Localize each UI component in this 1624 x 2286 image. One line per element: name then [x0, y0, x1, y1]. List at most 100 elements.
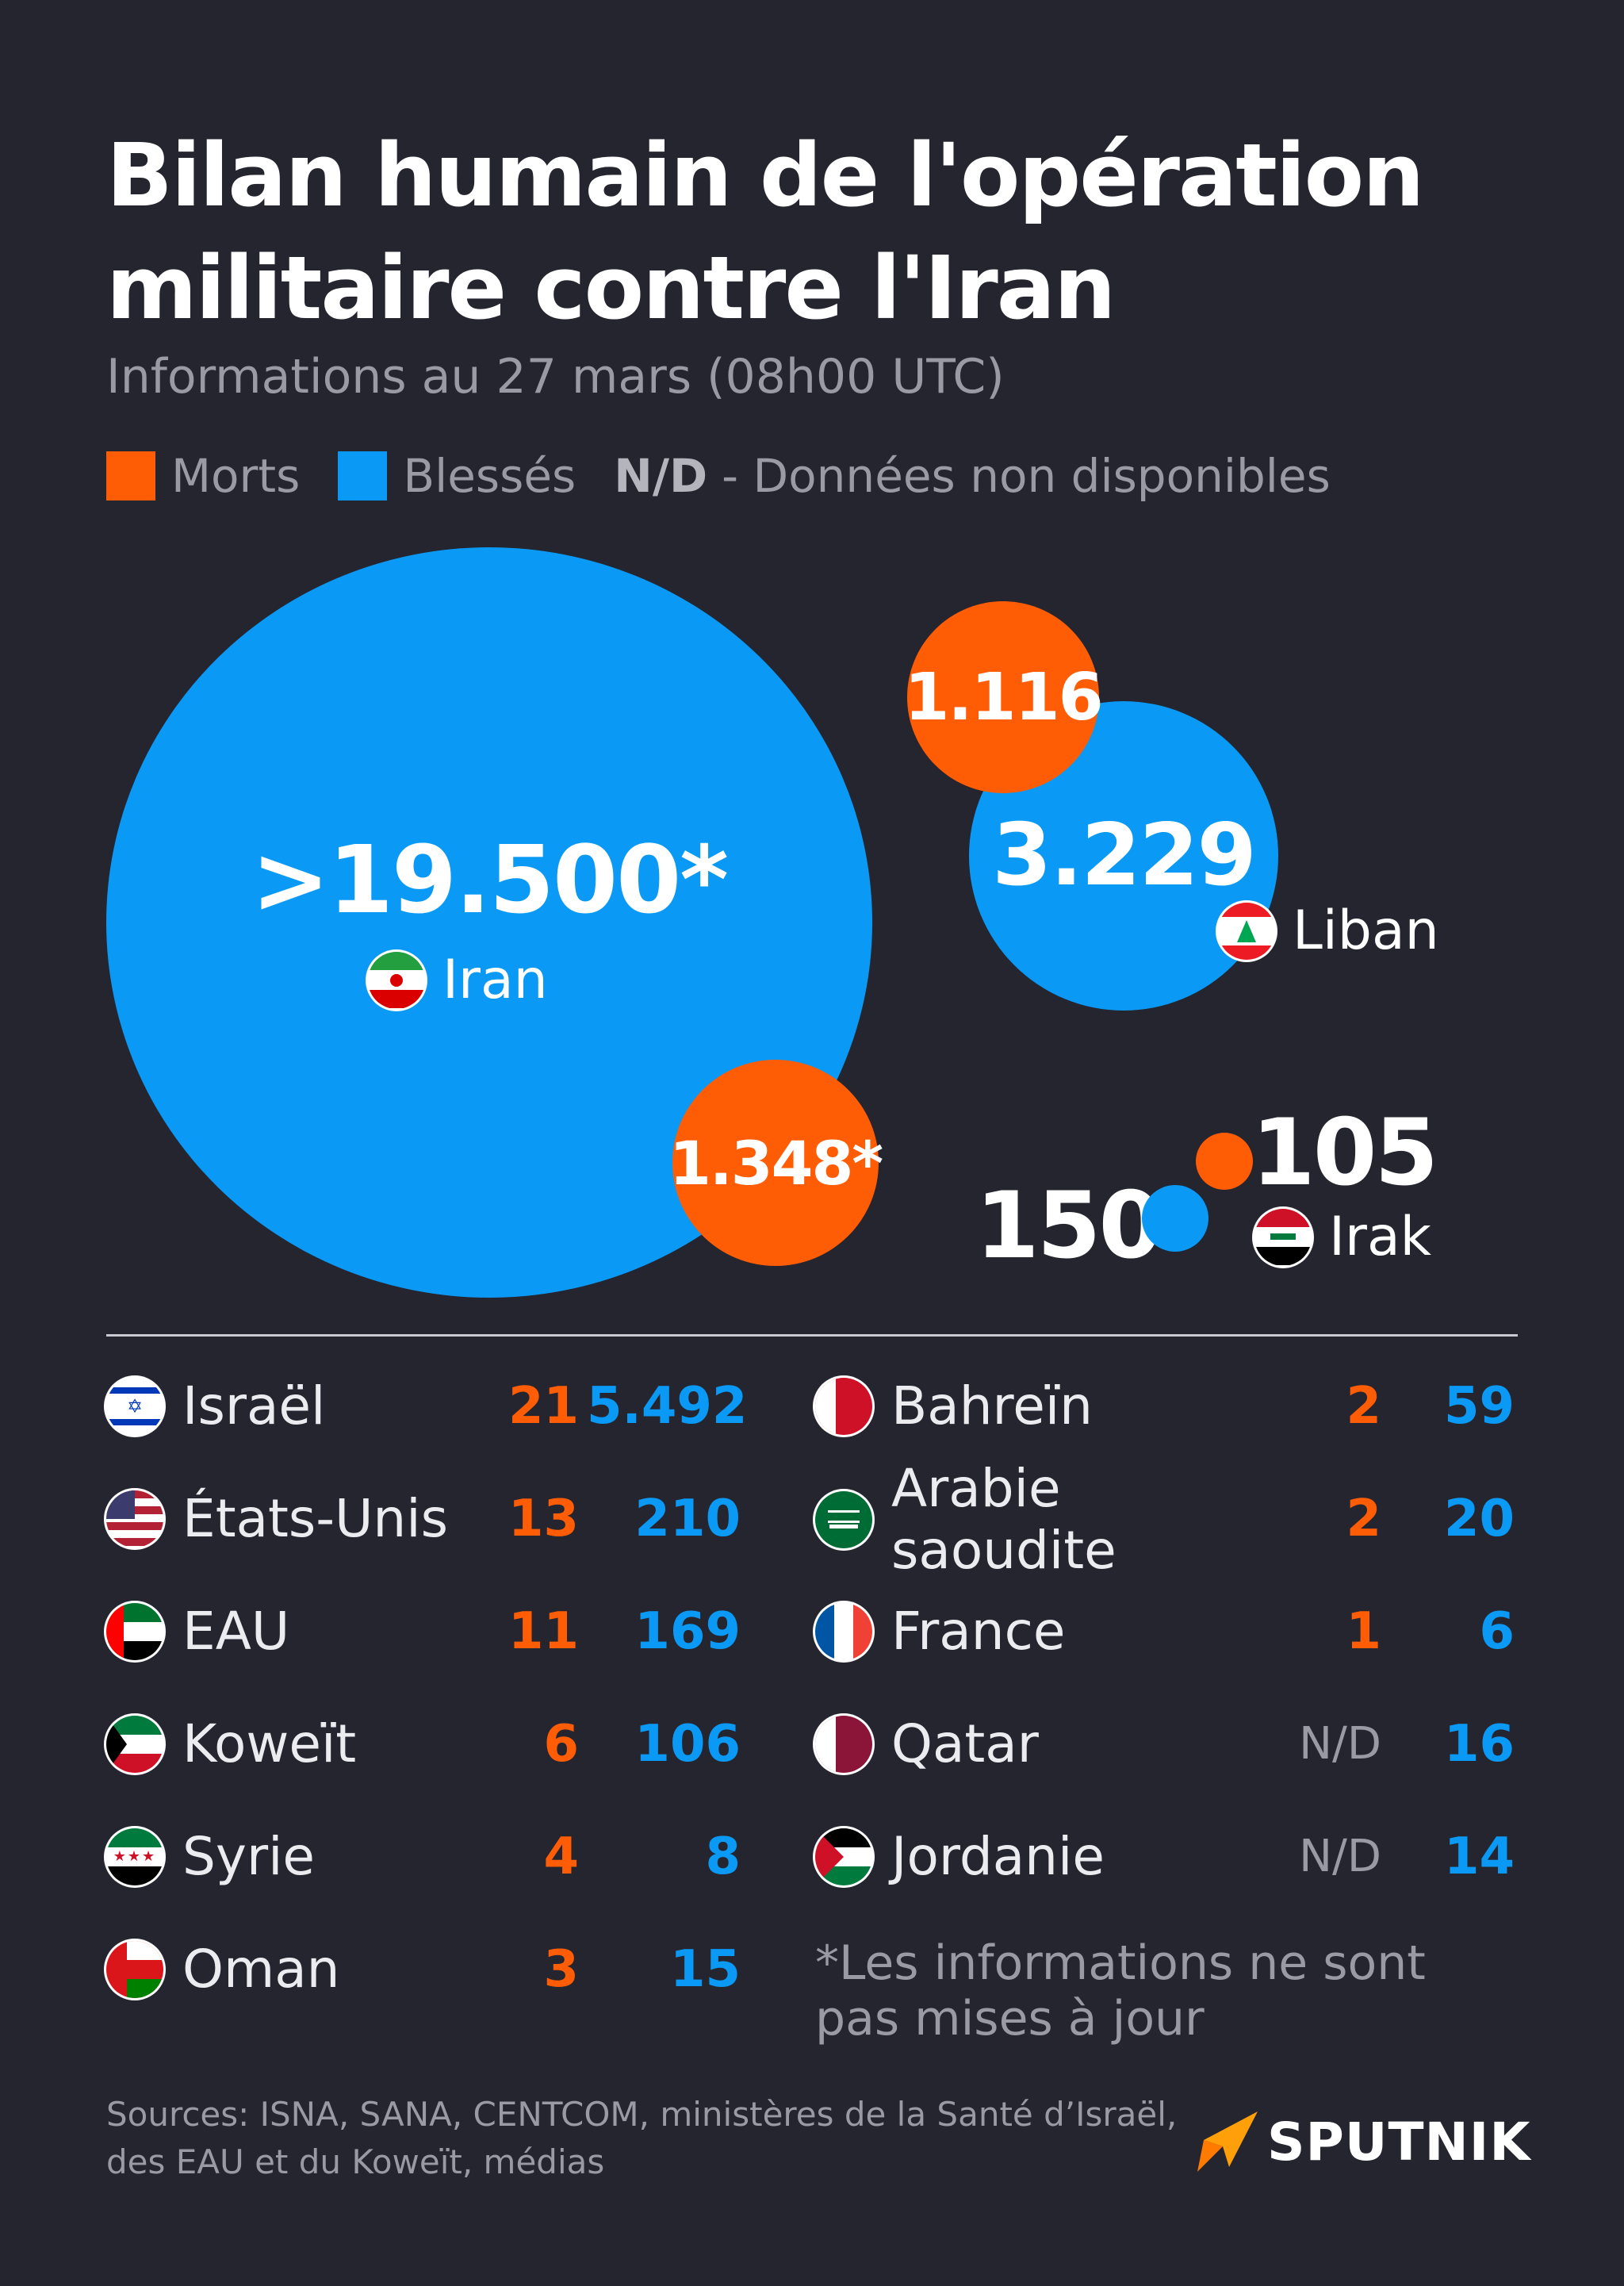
table-row: France [815, 1596, 1065, 1667]
dead-value: 1 [1346, 1602, 1381, 1661]
liban-dead-bubble: 1.116 [904, 601, 1104, 793]
country-name: Bahreïn [891, 1375, 1094, 1436]
dead-value: 4 [543, 1828, 579, 1886]
legend: Morts Blessés N/D - Données non disponib… [106, 446, 1369, 506]
liban-country-name: Liban [1293, 899, 1439, 962]
injured-value: 59 [1443, 1377, 1515, 1436]
dead-value: 21 [508, 1377, 579, 1436]
dead-value: 13 [508, 1490, 579, 1548]
injured-value: 14 [1443, 1828, 1515, 1886]
irak-dead-bubble [1196, 1133, 1253, 1190]
legend-injured: Blessés [338, 449, 576, 503]
iran-label: Iran [368, 949, 548, 1011]
legend-dead-label: Morts [171, 449, 301, 503]
liban-dead-value: 1.116 [904, 659, 1103, 735]
table-row: Bahreïn [815, 1371, 1093, 1442]
country-name: Oman [182, 1939, 340, 2000]
lebanon-flag-icon [1218, 902, 1275, 960]
legend-dead: Morts [106, 449, 300, 503]
table-row: ✡ Israël [106, 1371, 325, 1442]
iran-dead-value: 1.348* [668, 1127, 883, 1199]
subtitle: Informations au 27 mars (08h00 UTC) [106, 349, 1005, 405]
country-name: Jordanie [891, 1826, 1105, 1887]
injured-value: 210 [634, 1490, 741, 1548]
table-row: États-Unis [106, 1483, 448, 1555]
injured-swatch [338, 451, 388, 501]
country-name: EAU [182, 1601, 290, 1662]
injured-value: 8 [705, 1828, 741, 1886]
table-row: ★★★ Syrie [106, 1821, 315, 1893]
sputnik-arrow-icon [1197, 2111, 1258, 2172]
country-name: Koweït [182, 1713, 357, 1774]
sputnik-logo: SPUTNIK [1196, 2110, 1530, 2173]
legend-nd-abbr: N/D [614, 449, 708, 503]
country-name-multiline: Arabie saoudite [891, 1458, 1116, 1582]
table-row: Jordanie [815, 1821, 1105, 1893]
injured-value: 15 [669, 1940, 741, 1999]
bahrain-flag-icon [815, 1378, 872, 1435]
saudi-flag-icon [815, 1491, 872, 1548]
dead-value: 2 [1346, 1377, 1381, 1436]
oman-flag-icon [106, 1941, 163, 1998]
legend-nd: N/D - Données non disponibles [614, 449, 1331, 503]
iran-country-name: Iran [442, 949, 548, 1011]
injured-value: 20 [1443, 1490, 1515, 1548]
country-name-line-1: Arabie [891, 1458, 1061, 1519]
liban-label: Liban [1218, 899, 1439, 962]
iran-injured-value: >19.500* [251, 825, 729, 934]
irak-country-name: Irak [1329, 1206, 1432, 1268]
country-name: France [891, 1601, 1066, 1662]
footnote-line-2: pas mises à jour [815, 1991, 1205, 2046]
kuwait-flag-icon [106, 1716, 163, 1773]
table-row: EAU [106, 1596, 289, 1667]
country-name: Qatar [891, 1713, 1039, 1774]
legend-injured-label: Blessés [403, 449, 576, 503]
injured-value: 6 [1479, 1602, 1515, 1661]
sources: Sources: ISNA, SANA, CENTCOM, ministères… [106, 2091, 1177, 2186]
usa-flag-icon [106, 1490, 163, 1548]
france-flag-icon [815, 1603, 872, 1660]
dead-value: 3 [543, 1940, 579, 1999]
qatar-flag-icon [815, 1716, 872, 1773]
irak-injured-bubble [1142, 1185, 1208, 1252]
table-row: Koweït [106, 1709, 356, 1780]
page-title: Bilan humain de l'opération militaire co… [106, 119, 1534, 344]
footnote: *Les informations ne sont pas mises à jo… [815, 1935, 1465, 2046]
injured-value: 169 [634, 1602, 741, 1661]
injured-value: 16 [1443, 1715, 1515, 1774]
country-name: États-Unis [182, 1488, 448, 1549]
footnote-line-1: *Les informations ne sont [815, 1935, 1426, 1991]
irak-label: Irak [1254, 1206, 1431, 1268]
legend-nd-text: - Données non disponibles [722, 449, 1331, 503]
divider [106, 1334, 1518, 1337]
dead-value-nd: N/D [1299, 1831, 1381, 1882]
table-row: Arabie saoudite [815, 1458, 1116, 1582]
iran-dead-bubble: 1.348* [668, 1060, 883, 1266]
iraq-flag-icon [1254, 1208, 1312, 1266]
country-name: Israël [182, 1375, 326, 1436]
country-name-line-2: saoudite [891, 1520, 1116, 1581]
sources-line-2: des EAU et du Koweït, médias [106, 2142, 605, 2181]
table-row: Oman [106, 1934, 340, 2005]
table-row: Qatar [815, 1709, 1039, 1780]
dead-swatch [106, 451, 155, 501]
dead-value: 11 [508, 1602, 579, 1661]
dead-value-nd: N/D [1299, 1718, 1381, 1770]
country-name: Syrie [182, 1826, 316, 1887]
uae-flag-icon [106, 1603, 163, 1660]
injured-value: 106 [634, 1715, 741, 1774]
syria-flag-icon: ★★★ [106, 1828, 163, 1885]
israel-flag-icon: ✡ [106, 1378, 163, 1435]
injured-value: 5.492 [587, 1377, 748, 1436]
irak-injured-value: 150 [975, 1172, 1162, 1279]
dead-value: 6 [543, 1715, 579, 1774]
sources-line-1: Sources: ISNA, SANA, CENTCOM, ministères… [106, 2095, 1178, 2134]
jordan-flag-icon [815, 1828, 872, 1885]
iran-flag-icon [368, 951, 425, 1009]
brand-name: SPUTNIK [1267, 2111, 1531, 2173]
title-line-1: Bilan humain de l'opération [106, 125, 1424, 226]
liban-injured-value: 3.229 [992, 806, 1257, 905]
irak-dead-value: 105 [1251, 1099, 1438, 1206]
dead-value: 2 [1346, 1490, 1381, 1548]
title-line-2: militaire contre l'Iran [106, 237, 1116, 339]
